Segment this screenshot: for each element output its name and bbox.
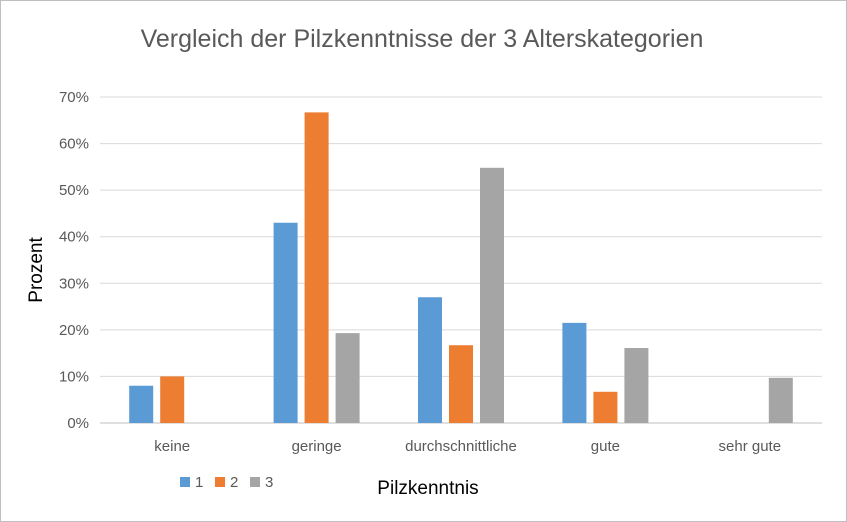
legend: 1 2 3 [180, 474, 273, 491]
chart-title: Vergleich der Pilzkenntnisse der 3 Alter… [141, 25, 704, 53]
y-tick-label: 30% [59, 275, 89, 292]
x-tick-label: durchschnittliche [405, 438, 517, 455]
bar-1-gute [562, 322, 587, 423]
legend-swatch [180, 477, 190, 487]
y-tick-label: 10% [59, 368, 89, 385]
legend-label: 1 [195, 474, 203, 491]
bar-3-geringe [335, 333, 360, 423]
bar-3-sehr-gute [768, 377, 793, 423]
gridlines [100, 96, 822, 424]
bar-2-durchschnittliche [449, 345, 473, 423]
y-tick-label: 20% [59, 322, 89, 339]
bar-2-keine [160, 376, 185, 423]
legend-label: 3 [265, 474, 273, 491]
bar-3-durchschnittliche [480, 167, 504, 423]
legend-swatch [250, 477, 260, 487]
legend-label: 2 [230, 474, 238, 491]
bar-1-keine [129, 385, 154, 423]
y-tick-label: 70% [59, 89, 89, 106]
bar-2-geringe [304, 112, 329, 424]
bar-3-gute [624, 348, 649, 423]
legend-swatch [215, 477, 225, 487]
x-tick-label: gute [591, 438, 620, 455]
bar-2-gute [593, 391, 618, 423]
y-tick-label: 0% [67, 415, 89, 432]
y-axis-title: Prozent [26, 237, 47, 303]
bar-1-geringe [273, 222, 298, 423]
bar-1-durchschnittliche [418, 297, 442, 423]
y-tick-label: 50% [59, 182, 89, 199]
x-tick-label: sehr gute [719, 438, 782, 455]
y-tick-label: 60% [59, 136, 89, 153]
x-tick-label: geringe [292, 438, 342, 455]
bars [129, 112, 793, 424]
x-tick-labels: keine geringe durchschnittliche gute sehr gu… [154, 438, 781, 455]
y-tick-label: 40% [59, 229, 89, 246]
y-tick-labels: 0% 10% 20% 30% 40% 50% 60% 70% [59, 89, 89, 432]
x-axis-title: Pilzkenntnis [377, 478, 478, 499]
x-tick-label: keine [154, 438, 190, 455]
